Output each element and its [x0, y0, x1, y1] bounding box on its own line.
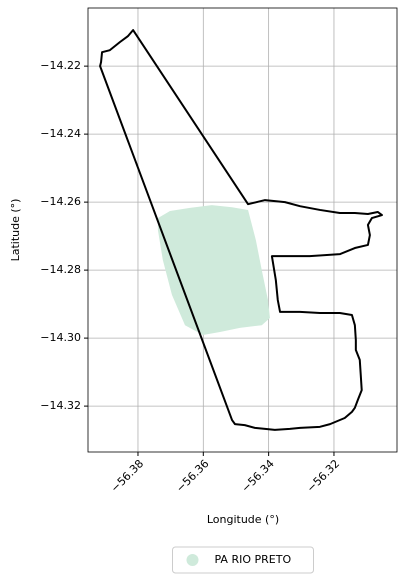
y-tick-label: −14.32 — [40, 399, 81, 412]
y-tick-label: −14.24 — [40, 127, 81, 140]
x-tick-label: −56.36 — [174, 457, 212, 495]
y-tick-label: −14.28 — [40, 263, 81, 276]
legend: PA RIO PRETO — [172, 546, 314, 574]
legend-label: PA RIO PRETO — [215, 553, 292, 566]
area — [157, 205, 270, 336]
x-tick-label: −56.32 — [304, 457, 342, 495]
legend-marker — [186, 554, 199, 566]
x-tick-label: −56.34 — [239, 457, 277, 495]
axes-frame — [87, 7, 398, 453]
y-tick-label: −14.22 — [40, 59, 81, 72]
boundary — [99, 29, 383, 431]
legend-box — [172, 546, 314, 574]
y-axis-label: Latitude (°) — [9, 199, 22, 262]
x-tick-label: −56.38 — [108, 457, 146, 495]
y-tick-label: −14.26 — [40, 195, 81, 208]
y-tick-label: −14.30 — [40, 331, 81, 344]
x-axis-label: Longitude (°) — [207, 513, 279, 526]
